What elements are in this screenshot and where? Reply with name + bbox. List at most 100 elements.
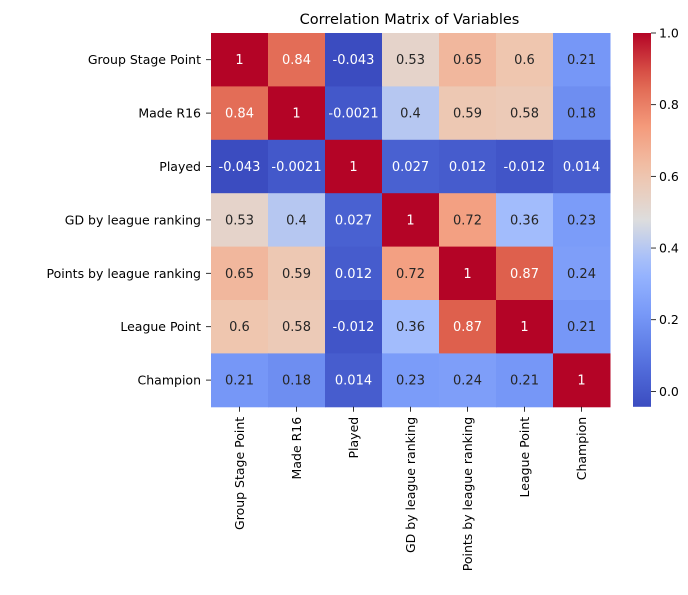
colorbar-tick-label: 0.2 [659,312,679,327]
heatmap-cell [211,353,269,408]
cell-annotation: -0.043 [333,53,375,68]
colorbar-tick-label: 0.0 [659,384,679,399]
x-tick-label: Played [346,417,361,459]
cell-annotation: -0.0021 [271,160,321,175]
cell-annotation: 0.027 [335,213,372,228]
cell-annotation: 0.84 [282,53,311,68]
heatmap-cell [496,300,554,354]
heatmap-cell [382,300,440,354]
cell-annotation: 0.24 [567,267,596,282]
y-tick-label: Points by league ranking [47,266,201,281]
heatmap-cell [382,86,440,141]
x-tick-label: Group Stage Point [232,417,247,530]
heatmap-cell [553,193,611,248]
heatmap-cell [382,139,440,194]
colorbar-gradient [633,33,651,407]
cell-annotation: 1 [406,213,414,228]
x-tick-label: GD by league ranking [403,417,418,553]
y-tick-label: League Point [120,319,201,334]
cell-annotation: 0.72 [396,267,425,282]
heatmap-cell [268,33,326,87]
cell-annotation: 0.59 [282,267,311,282]
heatmap-cells [211,33,611,408]
cell-annotation: 0.6 [514,53,535,68]
cell-annotation: 0.59 [453,107,482,122]
cell-annotation: 0.84 [225,107,254,122]
heatmap-cell [496,353,554,408]
x-axis: Group Stage Point Made R16 Played GD by lea… [232,406,589,571]
heatmap-cell [553,353,611,408]
y-tick-label: Group Stage Point [88,52,201,67]
cell-annotation: 0.36 [510,213,539,228]
cell-annotation: 0.21 [567,53,596,68]
cell-annotation: 0.36 [396,320,425,335]
heatmap-cell [439,33,497,87]
cell-annotation: 0.21 [225,374,254,389]
x-tick-label: Points by league ranking [460,417,475,571]
cell-annotation: -0.012 [504,160,546,175]
heatmap-cell [439,353,497,408]
cell-annotation: 0.58 [282,320,311,335]
heatmap-cell [211,33,269,87]
heatmap-cell [496,139,554,194]
heatmap-cell [439,246,497,301]
cell-annotation: 1 [520,320,528,335]
cell-annotation: 0.012 [449,160,486,175]
heatmap-cell [496,86,554,141]
heatmap-cell [268,246,326,301]
y-tick-label: Made R16 [138,106,201,121]
cell-annotation: 0.18 [567,107,596,122]
cell-annotation: 1 [235,53,243,68]
heatmap-cell [382,193,440,248]
heatmap-cell [325,193,383,248]
cell-annotation: 0.53 [396,53,425,68]
heatmap-cell [211,193,269,248]
heatmap-cell [268,139,326,194]
colorbar-tick-label: 0.4 [659,241,679,256]
colorbar-tick-label: 1.0 [659,26,679,41]
heatmap-cell [382,353,440,408]
heatmap-cell [439,193,497,248]
heatmap-cell [496,193,554,248]
heatmap-cell [325,300,383,354]
cell-annotation: 0.87 [510,267,539,282]
cell-annotation: 0.6 [229,320,250,335]
heatmap-cell [496,246,554,301]
heatmap-cell [553,86,611,141]
y-tick-label: Played [159,159,201,174]
cell-annotation: 0.53 [225,213,254,228]
heatmap-cell [439,86,497,141]
colorbar: 0.0 0.2 0.4 0.6 0.8 1.0 [633,26,679,407]
colorbar-tick-label: 0.6 [659,169,679,184]
heatmap-cell [496,33,554,87]
heatmap-cell [439,300,497,354]
cell-annotation: 1 [292,107,300,122]
cell-annotation: 0.012 [335,267,372,282]
cell-annotation: 0.87 [453,320,482,335]
cell-annotation: 0.24 [453,374,482,389]
cell-annotation: 0.72 [453,213,482,228]
cell-annotation: 1 [577,374,585,389]
heatmap-cell [553,246,611,301]
cell-annotation: 0.4 [286,213,307,228]
cell-annotation: 0.027 [392,160,429,175]
heatmap-cell [553,300,611,354]
heatmap-cell [325,246,383,301]
cell-annotation: 0.014 [335,374,372,389]
heatmap-cell [325,353,383,408]
cell-annotation: -0.012 [333,320,375,335]
heatmap-cell [553,139,611,194]
heatmap-cell [382,33,440,87]
cell-annotation: 0.65 [225,267,254,282]
cell-annotation: 0.21 [510,374,539,389]
heatmap-cell [553,33,611,87]
y-tick-label: GD by league ranking [65,212,201,227]
x-tick-label: Champion [574,417,589,480]
heatmap-cell [325,139,383,194]
cell-annotation: 0.23 [567,213,596,228]
cell-annotation: 0.58 [510,107,539,122]
heatmap-cell [268,86,326,141]
heatmap-cell [268,193,326,248]
x-tick-label: League Point [517,417,532,498]
heatmap-cell [382,246,440,301]
